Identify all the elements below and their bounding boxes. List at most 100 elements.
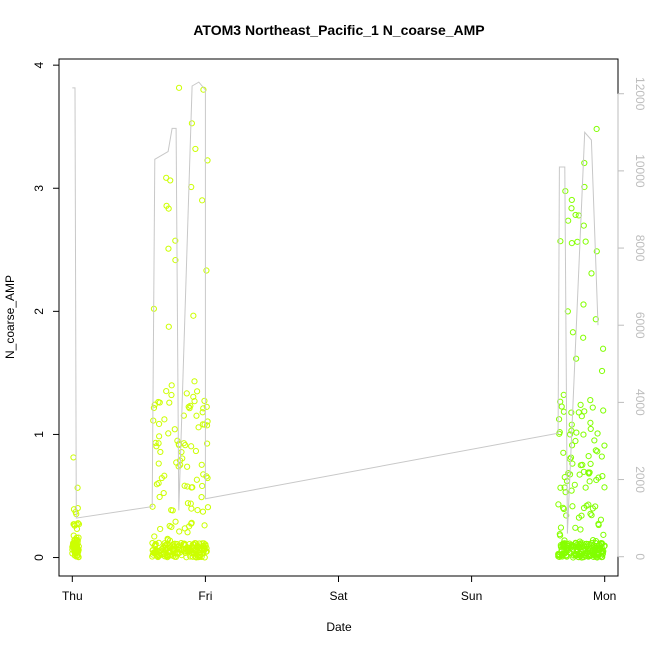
data-point bbox=[578, 548, 585, 556]
data-point bbox=[183, 390, 190, 397]
data-point bbox=[595, 521, 602, 529]
data-point bbox=[576, 471, 583, 478]
data-point bbox=[599, 553, 606, 561]
data-point bbox=[561, 537, 568, 544]
data-point bbox=[573, 541, 581, 548]
data-point bbox=[193, 412, 200, 419]
data-point bbox=[176, 528, 183, 535]
y2-tick-label-0: 0 bbox=[633, 553, 647, 560]
data-point bbox=[169, 547, 177, 554]
data-point bbox=[587, 460, 594, 467]
y2-tick-label-2000: 2000 bbox=[633, 466, 647, 493]
data-point bbox=[601, 442, 608, 449]
data-point bbox=[199, 508, 207, 515]
data-point bbox=[572, 437, 579, 445]
data-point bbox=[165, 552, 172, 559]
data-point bbox=[203, 422, 211, 429]
data-point bbox=[180, 412, 187, 419]
data-point bbox=[74, 552, 81, 559]
data-point bbox=[557, 398, 564, 405]
data-point bbox=[588, 547, 595, 555]
data-point bbox=[591, 437, 598, 444]
data-point bbox=[74, 484, 81, 491]
data-point bbox=[203, 403, 210, 410]
data-point bbox=[578, 413, 585, 420]
data-point bbox=[586, 469, 593, 476]
data-point bbox=[186, 546, 193, 553]
data-point bbox=[172, 237, 179, 244]
data-point bbox=[203, 545, 210, 552]
data-point bbox=[569, 503, 576, 510]
data-point bbox=[587, 551, 594, 559]
data-point bbox=[599, 345, 607, 352]
data-point bbox=[181, 482, 188, 489]
data-point bbox=[598, 550, 605, 557]
data-point bbox=[568, 196, 575, 204]
data-point bbox=[180, 540, 188, 547]
data-point bbox=[565, 470, 572, 477]
data-point bbox=[162, 541, 169, 549]
data-point bbox=[556, 553, 563, 561]
data-point bbox=[559, 540, 567, 548]
data-point bbox=[577, 401, 584, 408]
data-point bbox=[568, 409, 575, 416]
data-point bbox=[198, 461, 205, 468]
data-point bbox=[166, 399, 173, 406]
data-point bbox=[564, 308, 571, 315]
data-point bbox=[186, 523, 193, 530]
data-point bbox=[568, 239, 575, 247]
data-point bbox=[594, 430, 601, 437]
data-point bbox=[581, 408, 588, 415]
data-point bbox=[560, 449, 567, 456]
data-point bbox=[587, 425, 594, 433]
data-point bbox=[201, 397, 208, 404]
data-point bbox=[556, 532, 564, 539]
data-point bbox=[557, 524, 565, 531]
data-point bbox=[155, 420, 163, 428]
data-point bbox=[71, 552, 79, 559]
data-point bbox=[580, 431, 587, 438]
data-point bbox=[155, 460, 162, 467]
data-point bbox=[75, 553, 82, 560]
x-tick-label-mon: Mon bbox=[593, 589, 616, 603]
y-tick-label-4: 4 bbox=[32, 61, 46, 68]
data-point bbox=[557, 238, 564, 245]
data-point bbox=[182, 546, 190, 553]
data-point bbox=[598, 367, 606, 375]
data-point bbox=[569, 460, 576, 467]
data-point bbox=[187, 500, 194, 507]
data-point bbox=[577, 526, 584, 533]
data-point bbox=[183, 554, 190, 561]
data-point bbox=[568, 442, 576, 449]
data-point bbox=[587, 397, 594, 404]
data-point bbox=[190, 312, 197, 319]
data-point bbox=[588, 512, 595, 519]
data-point bbox=[194, 506, 201, 514]
data-point bbox=[585, 452, 592, 460]
data-point bbox=[188, 120, 195, 127]
data-point bbox=[73, 540, 80, 547]
data-point bbox=[558, 547, 565, 554]
data-point bbox=[168, 391, 175, 399]
y2-tick-label-8000: 8000 bbox=[633, 235, 647, 262]
data-point bbox=[160, 489, 167, 497]
data-point bbox=[601, 484, 608, 491]
data-point bbox=[153, 481, 160, 488]
data-point bbox=[593, 248, 600, 255]
data-point bbox=[188, 443, 195, 450]
data-point bbox=[192, 447, 200, 455]
data-point bbox=[580, 301, 587, 308]
data-point bbox=[72, 549, 79, 556]
data-point bbox=[168, 382, 175, 389]
y-tick-label-3: 3 bbox=[32, 185, 46, 192]
data-point bbox=[163, 387, 170, 395]
data-point bbox=[586, 478, 593, 485]
data-point bbox=[165, 323, 172, 330]
data-point bbox=[593, 125, 600, 133]
data-point bbox=[182, 549, 189, 556]
data-point bbox=[184, 463, 191, 470]
data-point bbox=[563, 512, 570, 519]
